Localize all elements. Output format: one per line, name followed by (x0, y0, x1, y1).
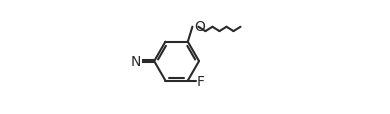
Text: N: N (131, 55, 141, 69)
Text: F: F (197, 74, 204, 88)
Text: O: O (194, 20, 205, 34)
